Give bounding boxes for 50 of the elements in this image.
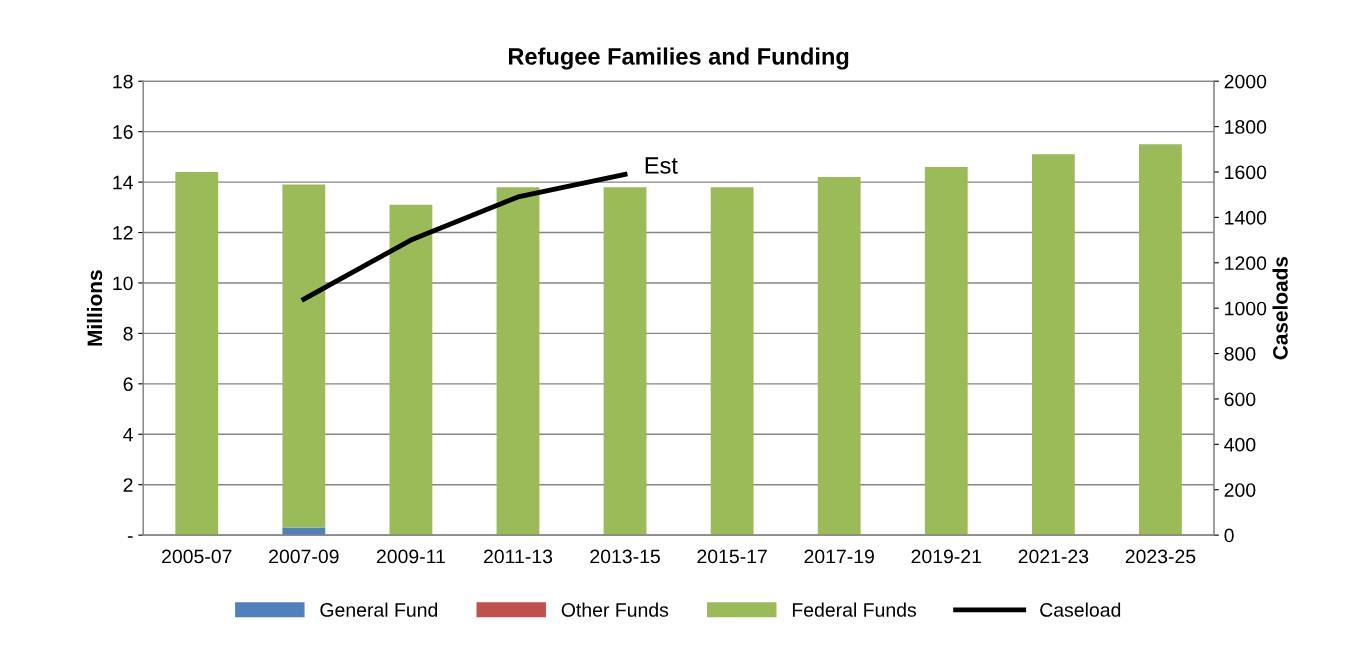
x-tick-label: 2019-21	[911, 549, 982, 564]
y-tick-label: 18	[113, 74, 133, 89]
y2-tick-label: 1000	[1225, 301, 1267, 316]
y2-tick-label: 200	[1224, 483, 1256, 497]
annotation: Est	[645, 157, 678, 174]
bar	[1031, 154, 1075, 536]
y2-tick-label: 800	[1224, 347, 1256, 361]
y-tick-label: 10	[113, 276, 133, 291]
y2-tick-label: 600	[1224, 392, 1256, 407]
x-tick-label: 2015-17	[697, 549, 767, 564]
y-tick-label: -	[127, 536, 133, 538]
y2-tick-label: 1400	[1225, 210, 1267, 225]
y2-tick-label: 1200	[1225, 256, 1267, 271]
x-tick-label: 2021-23	[1018, 549, 1089, 564]
line-series	[301, 171, 628, 302]
bar	[282, 184, 326, 528]
x-tick-label: 2013-15	[590, 549, 660, 564]
x-tick-label: 2023-25	[1125, 549, 1196, 564]
y-tick-label: 4	[123, 427, 133, 442]
bar	[817, 177, 861, 536]
chart-title: Refugee Families and Funding	[508, 47, 849, 70]
y2-tick-label: 1600	[1225, 165, 1267, 180]
legend-label: Other Funds	[561, 602, 669, 617]
y-tick-label: 8	[123, 326, 133, 341]
legend-label: Caseload	[1040, 602, 1121, 617]
y-tick-label: 12	[113, 225, 133, 240]
x-tick-label: 2007-09	[269, 549, 339, 564]
y2-axis-title: Caseloads	[1272, 256, 1288, 360]
y-tick-label: 6	[123, 377, 133, 392]
bar	[710, 187, 754, 536]
x-tick-label: 2011-13	[484, 549, 553, 564]
bar	[603, 187, 647, 536]
x-tick-label: 2005-07	[162, 549, 232, 564]
legend-label: General Fund	[320, 602, 438, 617]
bar	[389, 204, 433, 536]
y-tick-label: 14	[113, 175, 133, 190]
x-tick-label: 2009-11	[376, 549, 445, 564]
legend-label: Federal Funds	[792, 602, 917, 617]
y-axis-title: Millions	[86, 270, 103, 346]
y2-tick-label: 1800	[1225, 120, 1267, 134]
y2-tick-label: 0	[1224, 528, 1234, 543]
bar	[496, 187, 540, 536]
y2-tick-label: 2000	[1224, 74, 1267, 89]
bar	[1139, 144, 1182, 536]
y-tick-label: 2	[123, 478, 133, 492]
y-tick-label: 16	[113, 125, 133, 139]
y2-tick-label: 400	[1224, 437, 1256, 452]
bar	[924, 166, 968, 536]
x-tick-label: 2017-19	[804, 549, 874, 564]
bar	[175, 172, 219, 536]
